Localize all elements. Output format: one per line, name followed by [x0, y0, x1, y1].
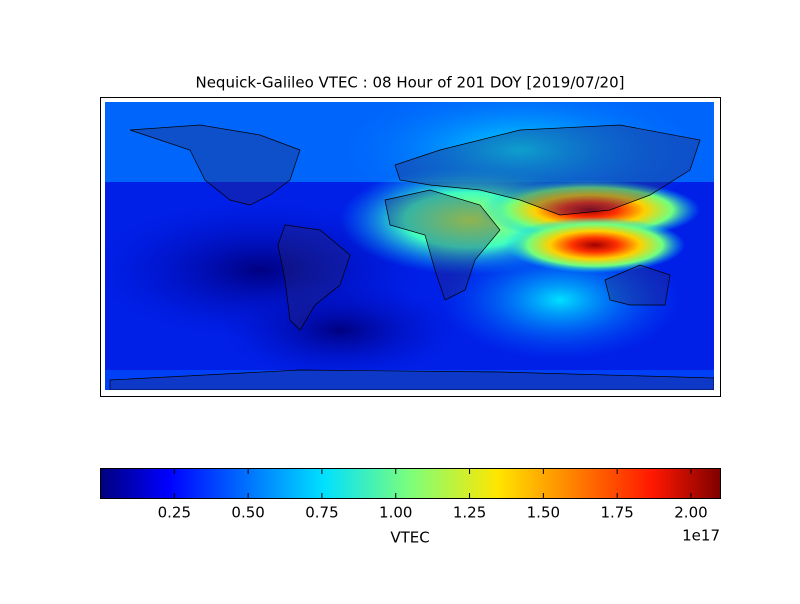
colorbar-tick-label: 0.75: [305, 504, 338, 522]
colorbar-label: VTEC: [390, 529, 429, 547]
vtec-map: [105, 102, 714, 390]
colorbar-tick-label: 1.00: [379, 504, 412, 522]
chart-title: Nequick-Galileo VTEC : 08 Hour of 201 DO…: [195, 74, 624, 92]
colorbar-tick-label: 1.25: [453, 504, 486, 522]
colorbar-tick-label: 1.50: [527, 504, 560, 522]
colorbar-tick-label: 0.25: [158, 504, 191, 522]
colorbar-tick-label: 0.50: [231, 504, 264, 522]
colorbar: [100, 468, 721, 499]
map-frame: [100, 97, 721, 397]
colorbar-tick-label: 2.00: [674, 504, 707, 522]
colorbar-offset: 1e17: [682, 527, 720, 545]
colorbar-tick-label: 1.75: [600, 504, 633, 522]
